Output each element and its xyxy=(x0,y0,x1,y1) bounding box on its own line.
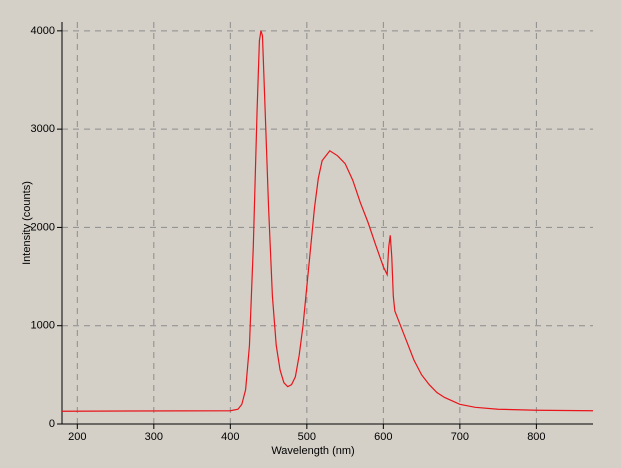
x-axis-label: Wavelength (nm) xyxy=(271,445,354,457)
x-tick-label: 400 xyxy=(221,431,239,443)
x-tick-label: 500 xyxy=(298,431,316,443)
y-tick-label: 3000 xyxy=(31,123,55,135)
y-tick-label: 1000 xyxy=(31,320,55,332)
data-line xyxy=(61,30,594,412)
x-tick-label: 300 xyxy=(145,431,163,443)
y-tick-label: 0 xyxy=(49,418,55,430)
y-axis-label: Intensity (counts) xyxy=(21,181,33,265)
x-tick-label: 800 xyxy=(527,431,545,443)
x-tick-label: 600 xyxy=(374,431,392,443)
y-tick-label: 4000 xyxy=(31,25,55,37)
x-tick-label: 200 xyxy=(68,431,86,443)
x-tick-label: 700 xyxy=(451,431,469,443)
y-tick-label: 2000 xyxy=(31,221,55,233)
